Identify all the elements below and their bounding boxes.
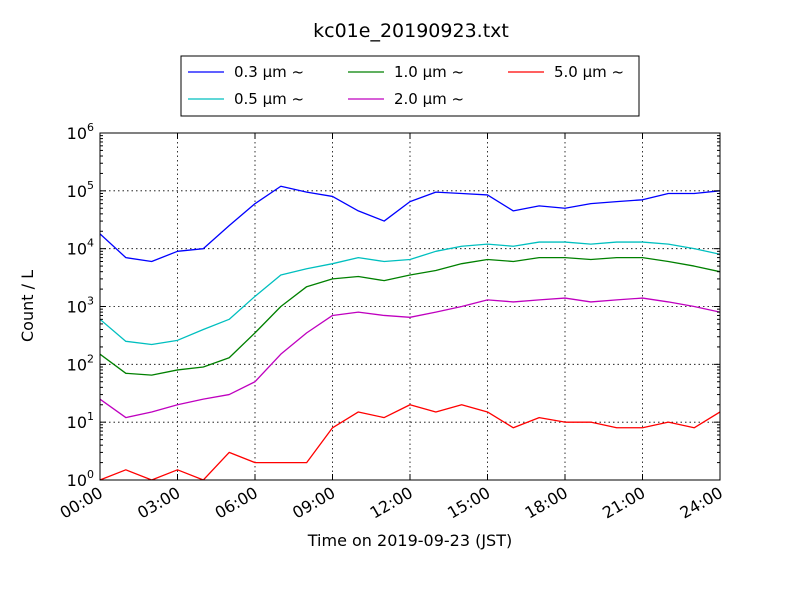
y-tick-exponent: 2 (87, 352, 94, 365)
legend: 0.3 μm ~ 0.5 μm ~ 1.0 μm ~ 2.0 μm ~ 5.0 μm ~ (180, 55, 640, 117)
y-axis-label: Count / L (18, 270, 37, 342)
x-tick-label: 03:00 (134, 483, 183, 523)
ticks (99, 132, 721, 481)
y-tick-base: 10 (67, 182, 87, 201)
y-tick-base: 10 (67, 471, 87, 490)
y-tick-label: 100 (67, 468, 94, 490)
y-tick-label: 106 (67, 121, 94, 143)
legend-frame (180, 55, 640, 117)
y-tick-label: 102 (67, 352, 94, 374)
y-tick-base: 10 (67, 124, 87, 143)
x-tick-label: 09:00 (289, 483, 338, 523)
x-tick-label: 24:00 (677, 483, 726, 523)
legend-label: 0.5 μm ~ (234, 90, 304, 108)
y-tick-label: 103 (67, 295, 94, 317)
y-tick-base: 10 (67, 355, 87, 374)
series-line-4 (100, 404, 720, 480)
y-tick-label: 105 (67, 179, 94, 201)
y-tick-base: 10 (67, 413, 87, 432)
y-tick-base: 10 (67, 298, 87, 317)
x-tick-label: 21:00 (599, 483, 648, 523)
series-lines (100, 185, 720, 480)
x-axis-label: Time on 2019-09-23 (JST) (307, 531, 512, 550)
y-tick-label: 101 (67, 410, 94, 432)
y-tick-exponent: 6 (87, 121, 94, 134)
legend-label: 5.0 μm ~ (554, 63, 624, 81)
series-line-2 (100, 256, 720, 376)
y-tick-exponent: 5 (87, 179, 94, 192)
y-tick-exponent: 3 (87, 295, 94, 308)
x-tick-label: 15:00 (444, 483, 493, 523)
y-tick-exponent: 0 (87, 468, 94, 481)
y-tick-exponent: 4 (87, 237, 94, 250)
legend-label: 1.0 μm ~ (394, 63, 464, 81)
legend-label: 2.0 μm ~ (394, 90, 464, 108)
x-tick-label: 18:00 (522, 483, 571, 523)
y-tick-label: 104 (67, 237, 94, 259)
x-tick-label: 06:00 (212, 483, 261, 523)
chart-title: kc01e_20190923.txt (313, 20, 509, 42)
x-tick-label: 12:00 (367, 483, 416, 523)
y-tick-exponent: 1 (87, 410, 94, 423)
legend-label: 0.3 μm ~ (234, 63, 304, 81)
y-tick-base: 10 (67, 240, 87, 259)
x-tick-labels: 00:00 03:00 06:00 09:00 12:00 15:00 18:00 21:00… (57, 483, 726, 523)
